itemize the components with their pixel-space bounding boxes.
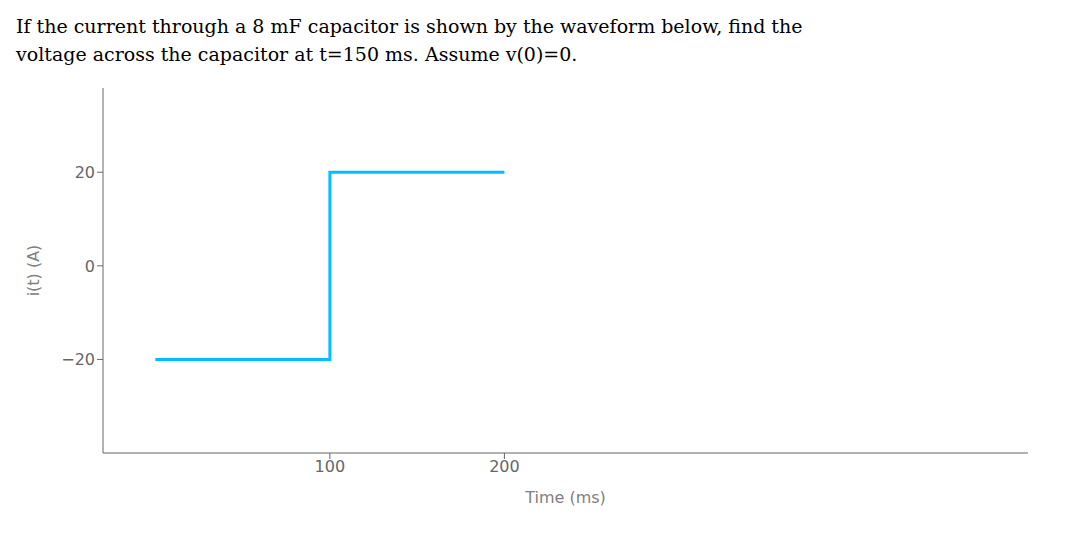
html-text:If the current through a 8 mF: If the current through a 8 mF capacitor … <box>16 15 803 37</box>
svg-text:−20: −20 <box>61 350 95 369</box>
svg-text:200: 200 <box>489 457 520 476</box>
svg-text:Time (ms): Time (ms) <box>524 488 606 507</box>
svg-text:i(t) (A): i(t) (A) <box>24 245 43 297</box>
svg-text:100: 100 <box>315 457 346 476</box>
html-text:voltage across the capacitor a: voltage across the capacitor at t=150 ms… <box>16 43 578 65</box>
svg-text:20: 20 <box>75 163 95 182</box>
svg-text:0: 0 <box>85 257 95 276</box>
